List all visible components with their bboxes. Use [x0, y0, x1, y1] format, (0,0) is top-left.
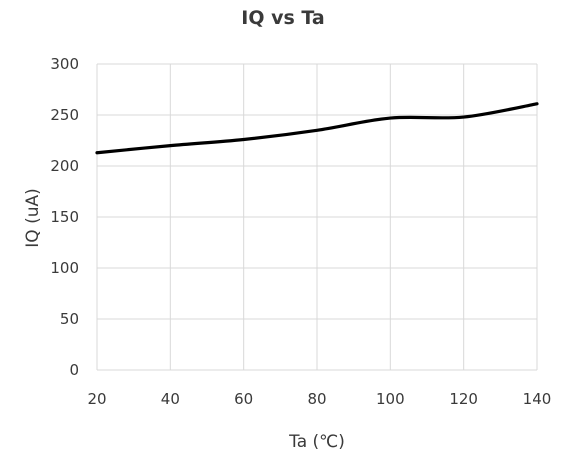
x-tick-label: 100: [376, 390, 405, 408]
x-tick-label: 80: [307, 390, 326, 408]
series-layer: [95, 102, 539, 155]
chart-title: IQ vs Ta: [241, 7, 324, 29]
plot-grid: [96, 63, 538, 371]
x-tick-label: 40: [161, 390, 180, 408]
y-axis-title: IQ (uA): [23, 188, 43, 247]
x-tick-label: 20: [87, 390, 106, 408]
x-tick-label: 140: [523, 390, 552, 408]
y-tick-label: 0: [69, 361, 79, 379]
series-line: [95, 102, 539, 155]
y-tick-label: 100: [50, 259, 79, 277]
y-tick-label: 150: [50, 208, 79, 226]
y-tick-label: 200: [50, 157, 79, 175]
tick-labels: 0 50 100 150 200 250 300 20 40 60 80 100 120 140: [50, 55, 551, 408]
y-tick-label: 300: [50, 55, 79, 73]
y-tick-label: 50: [60, 310, 79, 328]
y-tick-label: 250: [50, 106, 79, 124]
x-tick-label: 60: [234, 390, 253, 408]
x-axis-title: Ta (℃): [288, 432, 345, 452]
x-tick-label: 120: [449, 390, 478, 408]
